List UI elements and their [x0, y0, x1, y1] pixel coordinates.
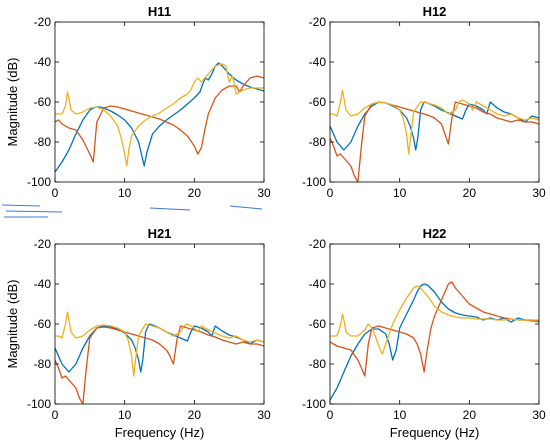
y-tick-label: -40: [309, 55, 327, 69]
x-tick-label: 10: [393, 186, 407, 200]
y-axis-label: Magnitude (dB): [5, 280, 20, 369]
x-tick-label: 30: [257, 408, 271, 422]
x-axis-label: Frequency (Hz): [390, 425, 480, 440]
y-tick-label: -80: [34, 357, 52, 371]
subplot-grid: 0 10 20 30 -100 -80 -60 -40 -20 H11 Magnitude (dB)…: [5, 4, 546, 440]
y-tick-label: -40: [309, 277, 327, 291]
axes-frame: [54, 243, 265, 405]
x-tick-label: 0: [52, 408, 59, 422]
x-axis-label: Frequency (Hz): [115, 425, 205, 440]
series-line-yellow: [330, 89, 539, 155]
x-tick-label: 0: [327, 408, 334, 422]
y-tick-label: -60: [34, 317, 52, 331]
series-line-yellow: [55, 311, 264, 377]
y-tick-label: -40: [34, 55, 52, 69]
axes-frame: [329, 21, 540, 183]
y-tick-label: -80: [309, 135, 327, 149]
axes-frame: [54, 21, 265, 183]
series-line-orange: [55, 75, 264, 163]
series-line-orange: [330, 281, 539, 377]
x-tick-label: 20: [188, 186, 202, 200]
subplot-title: H12: [423, 4, 447, 19]
x-tick-label: 10: [118, 408, 132, 422]
subplot-h12: 0 10 20 30 -100 -80 -60 -40 -20 H12: [302, 4, 546, 200]
subplot-title: H21: [148, 226, 172, 241]
y-tick-label: -100: [27, 175, 51, 189]
series-line-blue: [55, 62, 264, 173]
series-line-yellow: [330, 285, 539, 355]
series-line-orange: [55, 325, 264, 404]
y-tick-label: -20: [34, 15, 52, 29]
y-tick-label: -20: [34, 237, 52, 251]
subplot-h21: 0 10 20 30 -100 -80 -60 -40 -20 H21 Frequency (Hz)…: [5, 226, 271, 440]
left-edge-artifact: [1, 204, 263, 218]
x-tick-label: 20: [463, 186, 477, 200]
subplot-h22: 0 10 20 30 -100 -80 -60 -40 -20 H22 Frequency (Hz): [302, 226, 546, 440]
subplot-title: H22: [423, 226, 447, 241]
x-tick-label: 0: [52, 186, 59, 200]
y-axis-label: Magnitude (dB): [5, 58, 20, 147]
y-tick-label: -80: [309, 357, 327, 371]
y-tick-label: -60: [309, 317, 327, 331]
y-tick-label: -100: [27, 397, 51, 411]
y-tick-label: -60: [309, 95, 327, 109]
x-tick-label: 20: [463, 408, 477, 422]
y-tick-label: -20: [309, 237, 327, 251]
y-tick-label: -40: [34, 277, 52, 291]
x-tick-label: 0: [327, 186, 334, 200]
series-line-blue: [55, 323, 264, 373]
series-line-yellow: [55, 63, 264, 167]
subplot-h11: 0 10 20 30 -100 -80 -60 -40 -20 H11 Magnitude (dB): [5, 4, 271, 200]
x-tick-label: 30: [532, 408, 546, 422]
x-tick-label: 20: [188, 408, 202, 422]
y-tick-label: -100: [302, 175, 326, 189]
series-line-orange: [330, 101, 539, 182]
x-tick-label: 10: [393, 408, 407, 422]
x-tick-label: 30: [257, 186, 271, 200]
x-tick-label: 30: [532, 186, 546, 200]
x-tick-label: 10: [118, 186, 132, 200]
y-tick-label: -80: [34, 135, 52, 149]
series-line-blue: [330, 283, 539, 401]
y-tick-label: -20: [309, 15, 327, 29]
axes-frame: [329, 243, 540, 405]
subplot-title: H11: [148, 4, 171, 19]
y-tick-label: -60: [34, 95, 52, 109]
y-tick-label: -100: [302, 397, 326, 411]
